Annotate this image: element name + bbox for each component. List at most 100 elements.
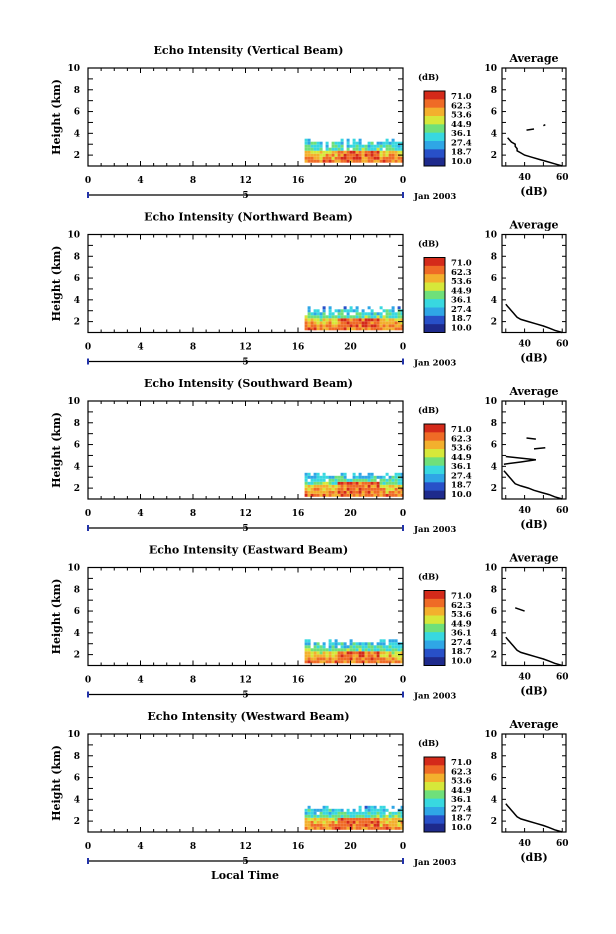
heatmap-cell: [373, 156, 377, 160]
heatmap-cell: [352, 654, 356, 658]
heatmap-cell: [316, 648, 320, 652]
heatmap-cell: [355, 642, 359, 646]
heatmap-cell: [319, 159, 323, 163]
heatmap-cell: [322, 814, 326, 818]
heatmap-cell: [328, 639, 332, 643]
heatmap-cell: [319, 657, 323, 661]
heatmap-cell: [334, 493, 338, 497]
heatmap-cell: [337, 484, 341, 488]
heatmap-cell: [388, 642, 392, 646]
colorbar-swatch: [424, 265, 445, 275]
heatmap-cell: [370, 159, 374, 163]
heatmap-cell: [397, 817, 401, 821]
y-tick-label: 6: [74, 108, 80, 118]
heatmap-cell: [349, 159, 353, 163]
heatmap-cell: [325, 315, 329, 319]
heatmap-cell: [367, 478, 371, 482]
heatmap-cell: [352, 651, 356, 655]
heatmap-cell: [361, 817, 365, 821]
heatmap-cell: [331, 484, 335, 488]
heatmap-cell: [388, 156, 392, 160]
heatmap-cell: [319, 660, 323, 664]
heatmap-cell: [385, 318, 389, 322]
heatmap-cell: [307, 805, 311, 809]
colorbar-tick-label: 10.0: [451, 823, 472, 833]
colorbar-tick-label: 44.9: [451, 120, 472, 130]
heatmap-cell: [361, 826, 365, 830]
average-y-tick-label: 4: [491, 629, 497, 639]
heatmap-cell: [328, 811, 332, 815]
heatmap-cell: [391, 156, 395, 160]
heatmap-cell: [364, 660, 368, 664]
heatmap-cell: [319, 312, 323, 316]
heatmap-cell: [310, 327, 314, 331]
heatmap-cell: [394, 642, 398, 646]
heatmap-cell: [373, 153, 377, 157]
day-label: 5: [242, 691, 248, 701]
heatmap-cell: [367, 648, 371, 652]
heatmap-cell: [364, 144, 368, 148]
heatmap-cell: [355, 657, 359, 661]
colorbar-tick-label: 53.6: [451, 277, 472, 287]
average-y-tick-label: 6: [491, 441, 497, 451]
heatmap-cell: [382, 487, 386, 491]
heatmap-cell: [304, 648, 308, 652]
heatmap-cell: [394, 651, 398, 655]
heatmap-cell: [352, 487, 356, 491]
heatmap-cell: [340, 814, 344, 818]
x-tick-label: 8: [190, 176, 196, 186]
heatmap-cell: [331, 490, 335, 494]
heatmap-cell: [382, 805, 386, 809]
heatmap-cell: [394, 645, 398, 649]
average-profile: Average 2 4 6 8 10 40 60 (dB): [484, 52, 568, 198]
heatmap-cell: [337, 808, 341, 812]
colorbar-tick-label: 36.1: [451, 629, 472, 639]
colorbar-tick-label: 18.7: [451, 148, 472, 158]
heatmap-cell: [382, 478, 386, 482]
heatmap-cells: [304, 138, 404, 163]
heatmap-cell: [385, 159, 389, 163]
heatmap-cell: [313, 481, 317, 485]
heatmap-cell: [328, 327, 332, 331]
heatmap-cell: [391, 150, 395, 154]
heatmap-cell: [358, 484, 362, 488]
heatmap-cell: [304, 472, 308, 476]
heatmap-cell: [397, 315, 401, 319]
heatmap-cell: [370, 144, 374, 148]
heatmap-cell: [349, 150, 353, 154]
heatmap-cell: [328, 318, 332, 322]
colorbar-swatch: [424, 324, 445, 333]
heatmap-cell: [391, 660, 395, 664]
heatmap-cell: [349, 156, 353, 160]
heatmap-cell: [364, 478, 368, 482]
heatmap-cell: [373, 481, 377, 485]
heatmap-cell: [334, 327, 338, 331]
heatmap-cell: [355, 817, 359, 821]
x-tick-label: 0: [85, 343, 91, 353]
x-tick-label: 12: [239, 509, 252, 519]
heatmap-cell: [313, 309, 317, 313]
colorbar-swatch: [424, 116, 445, 125]
heatmap-cell: [364, 823, 368, 827]
heatmap-cell: [397, 472, 401, 476]
heatmap-cell: [400, 814, 404, 818]
heatmap-cell: [328, 306, 332, 310]
heatmap-cell: [343, 478, 347, 482]
heatmap-cell: [379, 478, 383, 482]
heatmap-cell: [340, 159, 344, 163]
heatmap-cell: [304, 481, 308, 485]
heatmap-cell: [355, 475, 359, 479]
heatmap-cell: [376, 651, 380, 655]
heatmap-cell: [385, 645, 389, 649]
heatmap-cell: [388, 141, 392, 145]
heatmap-cell: [379, 817, 383, 821]
heatmap-cell: [391, 315, 395, 319]
heatmap-cell: [400, 150, 404, 154]
heatmap-cell: [361, 481, 365, 485]
x-tick-label: 0: [85, 842, 91, 852]
heatmap-cell: [385, 147, 389, 151]
colorbar: (dB) 71.062.353.644.936.127.418.710.0: [418, 72, 472, 167]
heatmap-cell: [307, 312, 311, 316]
heatmap-cell: [337, 657, 341, 661]
heatmap-cell: [397, 312, 401, 316]
